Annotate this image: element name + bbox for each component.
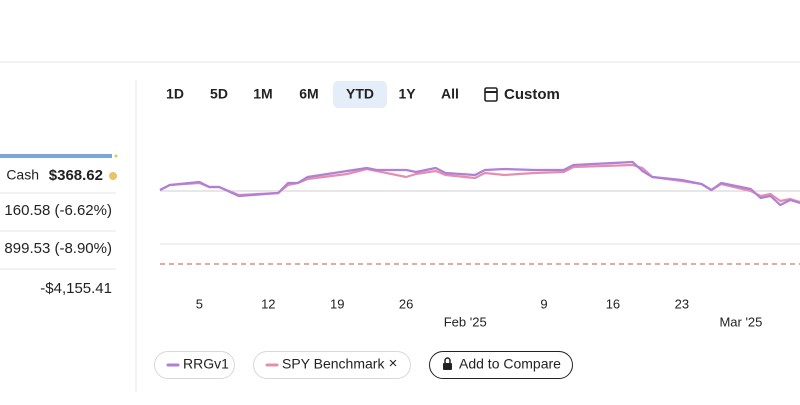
range-button[interactable]: 5D xyxy=(210,86,228,102)
summary-value: 160.58 (-6.62%) xyxy=(4,202,112,219)
range-button[interactable]: 1M xyxy=(253,86,272,102)
series-line xyxy=(159,160,800,207)
legend-chip[interactable] xyxy=(154,351,235,379)
month-label: Feb '25 xyxy=(444,314,487,329)
custom-range[interactable]: Custom xyxy=(504,86,560,103)
x-tick-label: 9 xyxy=(540,296,547,311)
summary-value: -$4,155.41 xyxy=(40,280,112,297)
x-tick-label: 12 xyxy=(261,296,275,311)
x-tick-label: 19 xyxy=(330,296,344,311)
legend-label: SPY Benchmark xyxy=(282,356,385,372)
cash-dot xyxy=(109,172,117,180)
lock-icon xyxy=(443,357,452,370)
range-button[interactable]: All xyxy=(441,86,459,102)
compare-button[interactable] xyxy=(429,351,573,379)
legend-chip[interactable] xyxy=(253,351,411,379)
calendar-icon xyxy=(484,87,498,102)
range-active-bg xyxy=(333,81,387,108)
series-line xyxy=(159,163,800,204)
cash-value: $368.62 xyxy=(49,167,103,184)
bar-dot xyxy=(114,154,118,158)
x-tick-label: 26 xyxy=(399,296,413,311)
range-button[interactable]: YTD xyxy=(346,86,374,102)
legend-label: RRGv1 xyxy=(183,356,229,372)
compare-label[interactable]: Add to Compare xyxy=(459,356,561,372)
x-tick-label: 23 xyxy=(675,296,689,311)
month-label: Mar '25 xyxy=(719,314,762,329)
x-tick-label: 16 xyxy=(606,296,620,311)
cash-label: Cash xyxy=(6,167,39,183)
summary-value: 899.53 (-8.90%) xyxy=(4,240,112,257)
x-tick-label: 5 xyxy=(196,296,203,311)
range-button[interactable]: 1D xyxy=(166,86,184,102)
range-button[interactable]: 6M xyxy=(299,86,318,102)
range-button[interactable]: 1Y xyxy=(398,86,416,102)
cash-bar xyxy=(0,154,112,158)
legend-close[interactable]: × xyxy=(389,355,398,372)
